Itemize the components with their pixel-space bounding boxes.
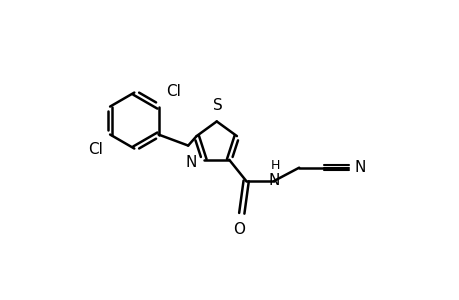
Text: Cl: Cl xyxy=(166,84,180,99)
Text: O: O xyxy=(232,222,244,237)
Text: S: S xyxy=(213,98,223,112)
Text: H: H xyxy=(270,159,280,172)
Text: N: N xyxy=(185,155,196,170)
Text: Cl: Cl xyxy=(88,142,102,157)
Text: N: N xyxy=(354,160,365,175)
Text: N: N xyxy=(268,173,279,188)
